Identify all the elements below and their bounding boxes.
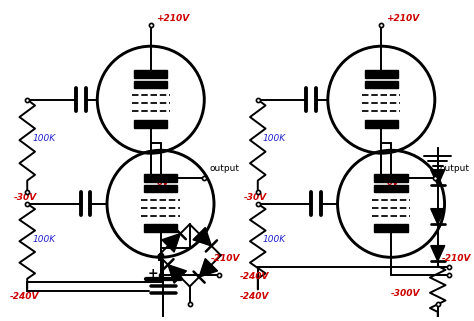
FancyBboxPatch shape [134, 81, 167, 88]
Text: 100K: 100K [263, 235, 286, 244]
Polygon shape [199, 259, 218, 277]
FancyBboxPatch shape [365, 70, 398, 78]
Text: -240V: -240V [240, 292, 270, 301]
Text: -300V: -300V [391, 289, 420, 298]
Text: -240V: -240V [10, 292, 39, 301]
Polygon shape [162, 234, 180, 252]
FancyBboxPatch shape [374, 174, 408, 182]
FancyBboxPatch shape [144, 174, 177, 182]
Polygon shape [431, 246, 445, 261]
Text: -210V: -210V [211, 254, 241, 263]
FancyBboxPatch shape [144, 185, 177, 192]
FancyBboxPatch shape [374, 185, 408, 192]
FancyBboxPatch shape [134, 120, 167, 128]
Text: -30V: -30V [14, 193, 37, 202]
FancyBboxPatch shape [365, 120, 398, 128]
Text: -210V: -210V [442, 254, 471, 263]
Text: 0V: 0V [156, 178, 170, 187]
Text: -240V: -240V [240, 272, 270, 281]
Text: 100K: 100K [32, 235, 55, 244]
Polygon shape [168, 265, 186, 283]
Text: output: output [209, 164, 239, 173]
FancyBboxPatch shape [365, 81, 398, 88]
FancyBboxPatch shape [144, 224, 177, 232]
Text: +210V: +210V [155, 14, 189, 23]
Text: output: output [440, 164, 470, 173]
Polygon shape [431, 170, 445, 185]
Text: -30V: -30V [244, 193, 267, 202]
Polygon shape [193, 228, 211, 246]
FancyBboxPatch shape [374, 224, 408, 232]
Text: +: + [148, 267, 158, 280]
Text: +210V: +210V [386, 14, 419, 23]
Polygon shape [431, 209, 445, 224]
FancyBboxPatch shape [134, 70, 167, 78]
Text: 0V: 0V [387, 178, 401, 187]
Text: 100K: 100K [263, 134, 286, 143]
Text: 100K: 100K [32, 134, 55, 143]
